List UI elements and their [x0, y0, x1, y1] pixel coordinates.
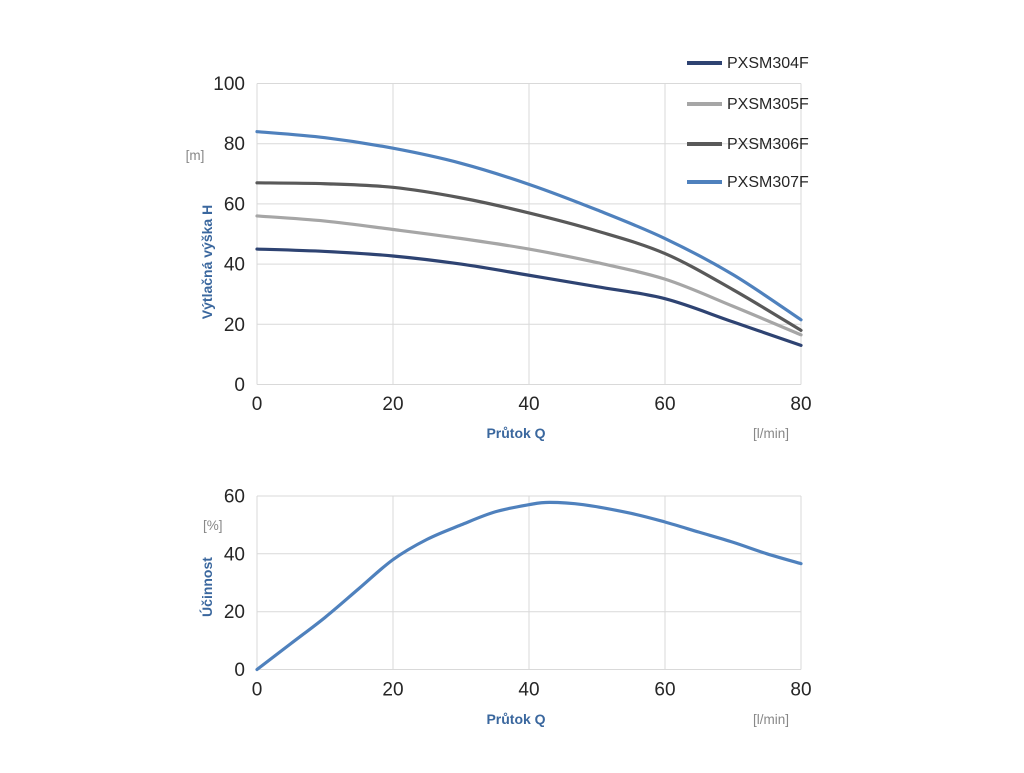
svg-text:PXSM306F: PXSM306F: [727, 136, 809, 153]
svg-text:100: 100: [213, 74, 245, 95]
svg-text:20: 20: [382, 394, 403, 415]
svg-text:PXSM305F: PXSM305F: [727, 96, 809, 113]
svg-text:PXSM307F: PXSM307F: [727, 174, 809, 191]
svg-text:60: 60: [224, 487, 245, 508]
svg-text:Průtok Q: Průtok Q: [486, 711, 545, 727]
svg-text:Průtok Q: Průtok Q: [486, 425, 545, 441]
svg-text:20: 20: [224, 315, 245, 336]
svg-text:0: 0: [252, 680, 263, 701]
svg-text:[%]: [%]: [203, 518, 223, 533]
svg-text:PXSM304F: PXSM304F: [727, 55, 809, 72]
svg-text:80: 80: [790, 394, 811, 415]
svg-text:Účinnost: Účinnost: [198, 557, 215, 617]
svg-text:20: 20: [382, 680, 403, 701]
svg-text:20: 20: [224, 602, 245, 623]
svg-text:80: 80: [224, 134, 245, 155]
svg-text:0: 0: [252, 394, 263, 415]
svg-text:80: 80: [790, 680, 811, 701]
svg-text:[m]: [m]: [186, 148, 205, 163]
svg-text:[l/min]: [l/min]: [753, 712, 789, 727]
svg-text:0: 0: [234, 375, 245, 396]
svg-text:60: 60: [654, 394, 675, 415]
svg-text:40: 40: [224, 255, 245, 276]
svg-text:Výtlačná výška H: Výtlačná výška H: [199, 205, 215, 319]
svg-text:60: 60: [224, 194, 245, 215]
svg-text:40: 40: [518, 394, 539, 415]
svg-text:[l/min]: [l/min]: [753, 426, 789, 441]
svg-text:40: 40: [518, 680, 539, 701]
svg-text:40: 40: [224, 544, 245, 565]
svg-text:0: 0: [234, 660, 245, 681]
svg-text:60: 60: [654, 680, 675, 701]
